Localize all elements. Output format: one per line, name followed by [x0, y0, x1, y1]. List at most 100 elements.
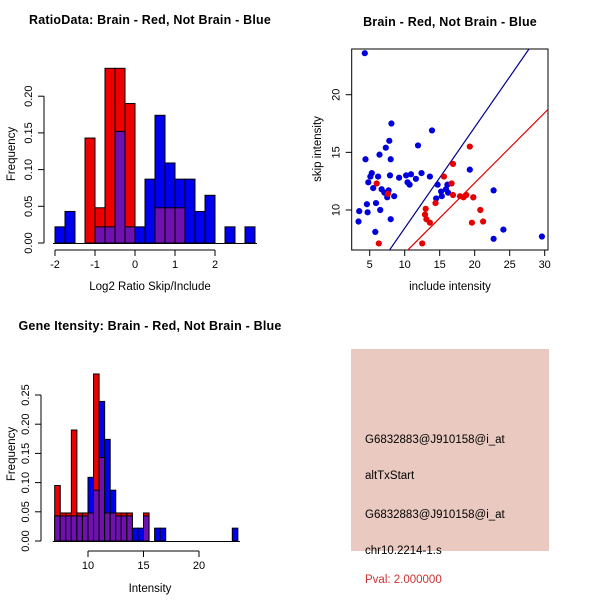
hist-bar-overlap — [154, 207, 166, 244]
probe-id-repeat-text: G6832883@J910158@i_at — [365, 509, 505, 521]
y-tick-label: 0.05 — [20, 501, 32, 522]
y-tick-label: 0.15 — [23, 122, 35, 143]
scatter-xlabel: include intensity — [409, 281, 491, 293]
y-tick-label: 0.25 — [20, 384, 32, 405]
scatter-point — [438, 193, 445, 200]
scatter-point — [433, 195, 440, 202]
scatter-point — [406, 181, 413, 188]
scatter-point — [434, 181, 441, 188]
hist-bar-overlap — [65, 515, 72, 542]
x-tick-label: 20 — [193, 560, 205, 572]
hist-bar — [231, 527, 239, 542]
scatter-point — [355, 218, 362, 225]
x-tick-label: 2 — [212, 259, 218, 271]
y-tick-label: 0.00 — [23, 232, 35, 253]
y-tick-label: 10 — [331, 204, 343, 216]
x-tick-label: 25 — [504, 259, 516, 271]
hist-bar-overlap — [174, 207, 186, 244]
hist-bar-overlap — [104, 226, 116, 244]
scatter-point — [468, 219, 475, 226]
x-tick-label: -2 — [50, 259, 60, 271]
scatter-point — [538, 233, 545, 240]
scatter-point — [370, 184, 377, 192]
hist-bar — [54, 226, 66, 244]
scatter-point — [363, 201, 370, 208]
scatter-point — [388, 120, 395, 127]
y-tick-label: 0.15 — [20, 443, 32, 464]
hist-bar-overlap — [76, 515, 83, 542]
scatter-point — [372, 228, 379, 236]
scatter-point — [414, 142, 422, 149]
scatter-point — [391, 193, 398, 200]
hist-bar — [184, 178, 196, 244]
x-tick-label: 20 — [469, 259, 481, 271]
hist-bar — [154, 527, 161, 542]
hist-bar-overlap — [59, 515, 67, 542]
scatter-point — [365, 179, 372, 186]
scatter-point — [362, 156, 369, 163]
ratio-histogram-title: RatioData: Brain - Red, Not Brain - Blue — [28, 13, 272, 27]
y-tick-label: 0.20 — [23, 85, 35, 106]
hist-bar — [244, 226, 256, 244]
scatter-point — [361, 50, 368, 57]
hist-bar-overlap — [120, 515, 128, 542]
scatter-point — [421, 211, 429, 218]
scatter-point — [419, 240, 426, 247]
x-tick-label: -1 — [90, 259, 100, 271]
not-brain-diagonal-line — [388, 49, 530, 250]
pval-text: Pval: 2.000000 — [365, 574, 442, 586]
hist-bar-overlap — [124, 226, 136, 244]
scatter-point — [387, 156, 394, 163]
ratio-histogram-xlabel: Log2 Ratio Skip/Include — [89, 281, 211, 293]
scatter-point — [463, 191, 470, 199]
scatter-point — [386, 172, 394, 179]
hist-bar-overlap — [104, 512, 111, 542]
scatter-point — [466, 166, 473, 173]
hist-bar — [134, 226, 146, 244]
scatter-point — [367, 173, 374, 180]
scatter-point — [445, 189, 452, 196]
y-tick-label: 20 — [331, 89, 343, 101]
scatter-point — [432, 199, 439, 207]
scatter-point — [438, 188, 445, 195]
x-tick-label: 15 — [434, 259, 446, 271]
y-tick-label: 0.05 — [23, 196, 35, 217]
scatter-point — [387, 216, 394, 223]
hist-bar-overlap — [98, 456, 106, 542]
scatter-point — [403, 172, 410, 179]
scatter-point — [477, 206, 484, 214]
hist-bar — [224, 226, 236, 244]
hist-bar-overlap — [87, 512, 95, 542]
hist-bar-overlap — [93, 489, 100, 542]
plot-box — [351, 48, 549, 251]
scatter-point — [440, 173, 447, 180]
hist-bar — [104, 67, 116, 244]
hist-bar-overlap — [94, 226, 106, 244]
hist-bar-overlap — [114, 130, 126, 244]
hist-bar — [194, 210, 206, 244]
scatter-point — [375, 240, 382, 247]
hist-bar — [124, 103, 136, 244]
scatter-point — [356, 208, 363, 215]
hist-bar — [131, 527, 139, 542]
scatter-point — [384, 190, 391, 197]
scatter-point — [407, 171, 415, 178]
hist-bar-overlap — [115, 515, 122, 542]
scatter-point — [422, 205, 429, 212]
scatter-point — [375, 173, 382, 180]
x-tick-label: 5 — [367, 259, 373, 271]
scatter-point — [382, 144, 389, 151]
scatter-point — [490, 187, 497, 194]
scatter-point — [480, 218, 487, 225]
scatter-point — [364, 209, 371, 216]
scatter-point — [449, 191, 457, 199]
x-tick-label: 10 — [399, 259, 411, 271]
scatter-point — [500, 226, 507, 233]
hist-bar — [159, 527, 167, 542]
x-tick-label: 1 — [172, 259, 178, 271]
x-tick-label: 10 — [82, 560, 94, 572]
gene-info-box: G6832883@J910158@i_at altTxStart G683288… — [351, 349, 549, 586]
scatter-point — [426, 219, 433, 226]
hist-bar-overlap — [143, 515, 150, 542]
